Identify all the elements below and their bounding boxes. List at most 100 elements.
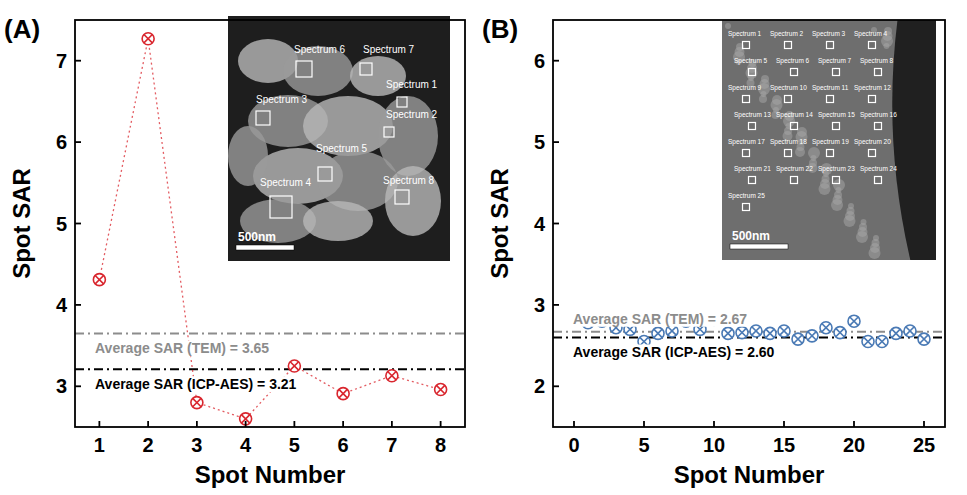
x-tick-label: 1: [94, 434, 105, 456]
inset-spot-box: [785, 150, 792, 157]
scale-bar: [236, 245, 294, 250]
marker-cross: [808, 332, 816, 340]
marker-ring: [386, 370, 398, 382]
reference-label-group: Average SAR (ICP-AES) = 2.60: [571, 344, 777, 360]
x-tick: [923, 421, 925, 427]
inset-spot-box: [827, 42, 834, 49]
data-point: [792, 333, 804, 345]
inset-texture: [844, 215, 856, 227]
series-line: [99, 39, 440, 419]
y-tick-label: 5: [534, 131, 545, 153]
inset-spot-label: Spectrum 14: [776, 111, 813, 119]
reference-label: Average SAR (TEM) = 2.67: [573, 311, 747, 327]
inset-spot-label: Spectrum 24: [860, 165, 897, 173]
inset-spot-box: [743, 42, 750, 49]
inset-spot-label: Spectrum 8: [383, 175, 435, 186]
x-tick: [391, 421, 393, 427]
inset-spot-box: [384, 127, 394, 137]
inset-spot-box: [296, 61, 312, 77]
marker-ring: [778, 325, 790, 337]
inset-spot-box: [833, 123, 840, 130]
marker-cross: [738, 328, 746, 336]
inset-spot-box: [875, 123, 882, 130]
marker-ring: [904, 325, 916, 337]
y-tick-label: 6: [56, 131, 67, 153]
inset-spot-box: [360, 63, 372, 75]
y-tick: [553, 385, 559, 387]
y-tick-label: 4: [56, 294, 68, 316]
data-point: [435, 384, 447, 396]
x-tick-label: 8: [435, 434, 446, 456]
inset-spot-box: [869, 150, 876, 157]
marker-cross: [752, 327, 760, 335]
inset-particle: [303, 201, 373, 241]
y-tick: [75, 60, 81, 62]
inset-spot-label: Spectrum 11: [812, 84, 849, 92]
inset-spot-box: [869, 96, 876, 103]
inset-spot-label: Spectrum 5: [316, 143, 368, 154]
panel: Spectrum 1Spectrum 2Spectrum 3Spectrum 4…: [4, 14, 465, 488]
inset-spot-label: Spectrum 2: [770, 30, 804, 38]
inset-spot-box: [791, 69, 798, 76]
inset-particle: [350, 56, 406, 96]
x-tick: [342, 421, 344, 427]
x-tick-label: 7: [386, 434, 397, 456]
inset-spot-label: Spectrum 21: [734, 165, 771, 173]
inset-spot-label: Spectrum 18: [770, 138, 807, 146]
inset-texture: [725, 23, 731, 29]
inset-spot-box: [270, 196, 292, 218]
x-tick-label: 4: [240, 434, 252, 456]
marker-cross: [836, 328, 844, 336]
x-tick: [783, 421, 785, 427]
data-point: [918, 333, 930, 345]
label-patch: [93, 340, 271, 356]
inset-spot-label: Spectrum 8: [860, 57, 894, 65]
inset-spot-box: [749, 177, 756, 184]
panel: Spectrum 1Spectrum 2Spectrum 3Spectrum 4…: [482, 14, 945, 488]
plot-frame: [553, 20, 945, 427]
inset-texture: [884, 43, 890, 49]
inset-spot-label: Spectrum 22: [776, 165, 813, 173]
marker-cross: [724, 329, 732, 337]
inset-spot-label: Spectrum 23: [818, 165, 855, 173]
marker-cross: [436, 385, 444, 393]
marker-cross: [388, 372, 396, 380]
label-patch: [93, 376, 299, 392]
y-tick: [75, 385, 81, 387]
y-tick: [553, 60, 559, 62]
marker-ring: [890, 327, 902, 339]
x-tick-label: 6: [338, 434, 349, 456]
x-tick: [573, 421, 575, 427]
data-point: [890, 327, 902, 339]
y-tick: [553, 223, 559, 225]
inset-spot-label: Spectrum 16: [860, 111, 897, 119]
y-tick-label: 3: [56, 375, 67, 397]
marker-cross: [878, 337, 886, 345]
scale-bar-label: 500nm: [732, 229, 770, 243]
x-tick: [293, 421, 295, 427]
inset-spot-box: [318, 167, 332, 181]
x-tick: [245, 421, 247, 427]
inset-spot-label: Spectrum 10: [770, 84, 807, 92]
inset-spot-box: [743, 150, 750, 157]
inset-spot-box: [749, 69, 756, 76]
data-point: [778, 325, 790, 337]
marker-cross: [892, 329, 900, 337]
marker-ring: [736, 327, 748, 339]
data-point: [736, 327, 748, 339]
inset-spot-label: Spectrum 15: [818, 111, 855, 119]
marker-cross: [766, 329, 774, 337]
marker-cross: [850, 317, 858, 325]
marker-cross: [290, 362, 298, 370]
data-point: [386, 370, 398, 382]
x-tick: [196, 421, 198, 427]
label-patch: [571, 311, 749, 327]
inset-spot-label: Spectrum 5: [734, 57, 768, 65]
y-tick: [553, 304, 559, 306]
inset-texture: [819, 183, 831, 195]
x-tick: [713, 421, 715, 427]
marker-ring: [435, 384, 447, 396]
marker-ring: [806, 330, 818, 342]
inset-spot-label: Spectrum 9: [728, 84, 762, 92]
inset-texture: [869, 247, 881, 259]
